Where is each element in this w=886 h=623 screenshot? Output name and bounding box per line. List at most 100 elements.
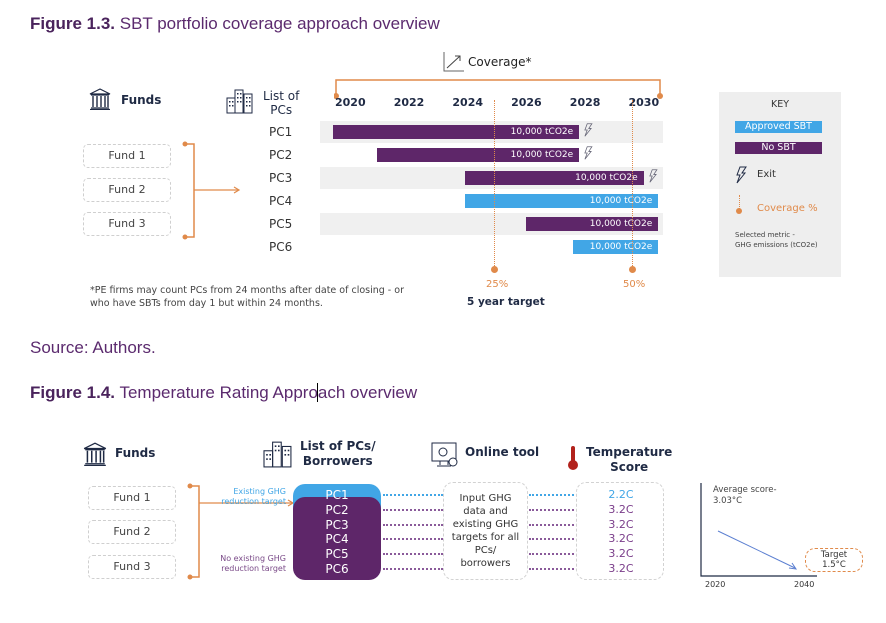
pcs-header-line2: Borrowers	[302, 454, 373, 468]
mini-x-end: 2040	[794, 580, 815, 589]
tool-to-score-connector	[529, 568, 574, 570]
pc-item: PC2	[325, 502, 349, 517]
year-tick: 2026	[511, 96, 542, 109]
five-year-target-label: 5 year target	[467, 296, 545, 308]
exit-icon	[583, 146, 593, 160]
year-tick: 2022	[393, 96, 425, 109]
gantt-bar-pc4: 10,000 tCO2e	[464, 194, 659, 208]
pcs-header-line1: List of PCs/	[300, 439, 376, 453]
online-tool-text-line: Input GHG	[459, 493, 512, 504]
milestone-label-25: 25%	[486, 279, 509, 290]
online-tool-text-line: data and	[463, 506, 508, 517]
milestone-line-2025	[494, 100, 495, 268]
temperature-score: 3.2C	[608, 517, 634, 531]
pc-label: PC1	[269, 125, 293, 139]
buildings-icon	[226, 88, 254, 114]
coverage-bracket	[333, 78, 663, 99]
temperature-trend-chart: Average score- 3.03°C Target 1.5°C	[700, 483, 863, 578]
mini-x-start: 2020	[705, 580, 726, 589]
temperature-score: 3.2C	[608, 532, 634, 546]
milestone-dot-2030	[629, 266, 636, 273]
pcs-header-line1: List of	[263, 89, 300, 103]
pc-item: PC4	[325, 532, 349, 547]
figure-1-3-title: Figure 1.3. SBT portfolio coverage appro…	[30, 14, 440, 34]
computer-gear-icon	[431, 442, 461, 470]
pc-to-tool-connector	[383, 523, 443, 526]
average-score-label: Average score- 3.03°C	[713, 485, 777, 507]
coverage-label: Coverage*	[468, 55, 532, 69]
pc-label: PC5	[269, 217, 293, 231]
figure-caption-a: Temperature Rating Appro	[115, 383, 318, 402]
temperature-score-box: 2.2C 3.2C 3.2C 3.2C 3.2C 3.2C	[576, 482, 664, 580]
pc-no-target-group	[293, 497, 381, 580]
temperature-score-header: Temperature Score	[586, 445, 672, 475]
temp-header-line2: Score	[610, 460, 649, 474]
pc-to-tool-connector	[383, 553, 443, 556]
milestone-label-50: 50%	[623, 279, 646, 290]
figure-caption: SBT portfolio coverage approach overview	[115, 14, 440, 33]
temperature-score: 2.2C	[608, 488, 634, 501]
key-exit-label: Exit	[757, 169, 776, 180]
pc-to-tool-connector	[383, 568, 443, 570]
online-tool-text: Input GHG data and existing GHG targets for…	[444, 492, 527, 570]
pc-label: PC2	[269, 148, 293, 162]
target-badge: Target 1.5°C	[805, 548, 863, 572]
coverage-key-dot	[736, 208, 742, 214]
pcs-list-box: PC1 PC2 PC3 PC4 PC5 PC6	[293, 484, 381, 580]
funds-connector	[180, 140, 242, 244]
online-tool-box: Input GHG data and existing GHG targets for…	[443, 482, 528, 580]
exit-icon	[735, 166, 747, 184]
pc-label: PC3	[269, 171, 293, 185]
temperature-score: 3.2C	[608, 562, 634, 575]
pc-item: PC6	[325, 562, 349, 576]
fund-box: Fund 3	[83, 212, 171, 236]
pc-item: PC3	[325, 517, 349, 532]
year-tick: 2024	[452, 96, 484, 109]
temp-header-line1: Temperature	[586, 445, 673, 459]
pc-to-tool-connector	[383, 494, 443, 496]
pc-label: PC6	[269, 240, 293, 254]
fund-box: Fund 3	[88, 555, 176, 579]
temperature-score: 3.2C	[608, 502, 634, 516]
target-line2: 1.5°C	[822, 560, 846, 570]
temperature-score: 3.2C	[608, 547, 634, 561]
gantt-bar-pc3: 10,000 tCO2e	[464, 171, 644, 185]
bank-icon	[82, 442, 108, 467]
existing-target-line1: Existing GHG	[233, 487, 286, 496]
tool-to-score-connector	[529, 494, 574, 496]
key-legend: KEY Approved SBT No SBT Exit Coverage % …	[719, 92, 841, 277]
pc-item: PC5	[325, 547, 349, 562]
key-coverage-label: Coverage %	[757, 203, 818, 214]
key-metric-line2: GHG emissions (tCO2e)	[735, 241, 818, 249]
fund-box: Fund 2	[88, 520, 176, 544]
key-title: KEY	[770, 99, 790, 110]
figure-1-4-title: Figure 1.4. Temperature Rating Approach …	[30, 383, 417, 403]
pc-label: PC4	[269, 194, 293, 208]
figure-number: Figure 1.3.	[30, 14, 116, 33]
coverage-key-line	[739, 195, 740, 209]
pc-to-tool-connector	[383, 538, 443, 541]
avg-line2: 3.03°C	[713, 496, 743, 506]
tool-to-score-connector	[529, 538, 574, 541]
fund-box: Fund 1	[83, 144, 171, 168]
online-tool-text-line: borrowers	[460, 558, 511, 569]
key-no-sbt: No SBT	[735, 142, 822, 154]
pc-item: PC1	[325, 488, 349, 502]
no-target-label: No existing GHG reduction target	[212, 554, 286, 574]
gantt-bar-pc5: 10,000 tCO2e	[526, 217, 659, 231]
year-tick: 2020	[335, 96, 366, 109]
avg-line1: Average score-	[713, 485, 777, 495]
pc-to-tool-connector	[383, 508, 443, 511]
target-line1: Target	[820, 550, 848, 560]
footnote-line2: who have SBTs from day 1 but within 24 m…	[90, 298, 323, 309]
tool-to-score-connector	[529, 508, 574, 511]
key-metric-note: Selected metric - GHG emissions (tCO2e)	[735, 230, 818, 250]
bank-icon	[88, 88, 112, 111]
year-tick: 2030	[628, 96, 660, 109]
funds-connector	[185, 482, 295, 582]
no-target-line1: No existing GHG	[220, 554, 286, 563]
pcs-header-line2: PCs	[270, 103, 293, 117]
buildings-icon	[262, 440, 294, 468]
gantt-bar-pc1: 10,000 tCO2e	[333, 125, 580, 139]
online-tool-text-line: existing GHG	[452, 519, 519, 530]
